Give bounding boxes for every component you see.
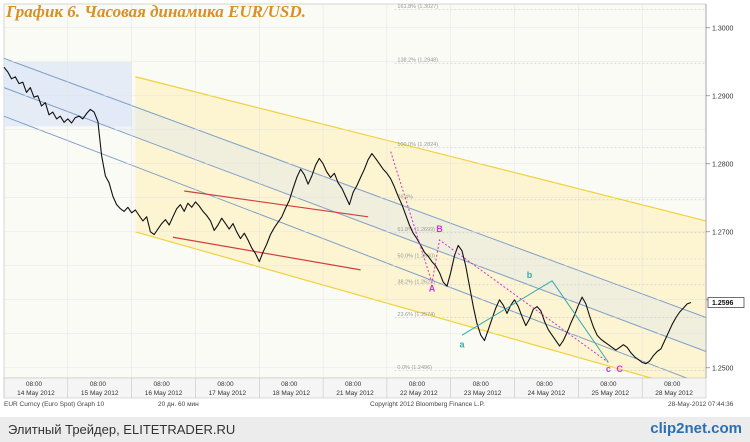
x-time-label: 08:00	[664, 381, 681, 388]
fib-level-label: 138.2% (1.2948)	[397, 58, 438, 64]
y-tick-label: 1.2900	[712, 93, 734, 100]
y-axis: 1.25001.26001.27001.28001.29001.30001.25…	[705, 4, 745, 378]
x-day-label: 16 May 2012	[145, 390, 183, 397]
x-day-label: 15 May 2012	[81, 390, 119, 397]
fib-level-label: 0.0% (1.2496)	[397, 365, 432, 371]
x-day-label: 23 May 2012	[464, 390, 502, 397]
eurusd-chart: 161.8% (1.3027) 138.2% (1.2948) 100.0% (1.…	[3, 3, 745, 408]
x-day-label: 21 May 2012	[336, 390, 374, 397]
footer-bar: Элитный Трейдер, ELITETRADER.RU clip2net…	[0, 417, 750, 442]
x-time-label: 08:00	[536, 381, 553, 388]
x-time-label: 08:00	[281, 381, 298, 388]
wave-abc-sub-path	[461, 280, 609, 363]
meta-series: EUR Curncy (Euro Spot) Graph 10	[4, 401, 104, 408]
last-price-box	[707, 297, 745, 308]
x-time-label: 08:00	[154, 381, 171, 388]
x-day-label: 17 May 2012	[209, 390, 247, 397]
x-day-label: 18 May 2012	[272, 390, 310, 397]
x-day-label: 14 May 2012	[17, 390, 55, 397]
footer-source: Элитный Трейдер, ELITETRADER.RU	[8, 422, 236, 437]
plot-area: 161.8% (1.3027) 138.2% (1.2948) 100.0% (1.…	[3, 3, 707, 395]
yellow-channel-fill	[135, 76, 706, 394]
x-axis: 08:00 14 May 2012 08:00 15 May 2012 08:00 16 …	[3, 377, 707, 399]
blue-channel-middle	[3, 87, 707, 352]
y-tick-label: 1.2800	[712, 161, 734, 168]
x-time-label: 08:00	[90, 381, 107, 388]
wave-label: A	[429, 284, 436, 294]
wave-label: a	[459, 339, 465, 349]
fib-level-label: 50.0% (1.2660)	[397, 254, 435, 260]
y-tick-label: 1.2700	[712, 229, 734, 236]
y-tick-label: 1.3000	[712, 25, 734, 32]
fib-level-label: 100.0% (1.2824)	[397, 142, 438, 148]
yellow-channel-lower	[135, 231, 707, 395]
chart-title: График 6. Часовая динамика EUR/USD.	[6, 2, 306, 21]
x-day-label: 28 May 2012	[655, 390, 693, 397]
meta-date: 28-May-2012 07:44:36	[668, 401, 734, 408]
x-time-label: 08:00	[473, 381, 490, 388]
meta-bar: EUR Curncy (Euro Spot) Graph 10 20 дн. 6…	[4, 401, 734, 408]
x-time-label: 08:00	[345, 381, 362, 388]
x-time-label: 08:00	[600, 381, 617, 388]
x-time-label: 08:00	[217, 381, 234, 388]
y-tick-label: 1.2500	[712, 365, 734, 372]
wave-label: C	[616, 364, 623, 374]
x-time-label: 08:00	[26, 381, 43, 388]
x-time-label: 08:00	[409, 381, 426, 388]
x-day-label: 24 May 2012	[528, 390, 566, 397]
wave-label: c	[606, 364, 611, 374]
wave-abc-path	[390, 151, 609, 363]
blue-channel-fill	[4, 58, 706, 352]
fib-level-label: 23.6% (1.2574)	[397, 312, 435, 318]
meta-period: 20 дн. 60 мин	[158, 401, 199, 408]
wave-label: B	[436, 224, 443, 234]
fib-level-label: 161.8% (1.3027)	[397, 4, 438, 10]
clip2net-logo: clip2net.com	[650, 420, 742, 437]
x-day-label: 22 May 2012	[400, 390, 438, 397]
red-trendline-upper	[184, 190, 369, 218]
meta-copyright: Copyright 2012 Bloomberg Finance L.P.	[370, 401, 485, 408]
fib-level-label: 38.2% (1.2622)	[397, 279, 435, 285]
last-price-label: 1.2596	[712, 300, 734, 307]
red-trendline-lower	[172, 236, 361, 271]
price-line	[3, 66, 692, 365]
yellow-channel-upper	[135, 76, 707, 222]
blue-channel-lower	[3, 115, 707, 386]
x-day-label: 25 May 2012	[591, 390, 629, 397]
wave-label: b	[527, 270, 533, 280]
fib-level-label: 61.8% (1.2699)	[397, 227, 435, 233]
